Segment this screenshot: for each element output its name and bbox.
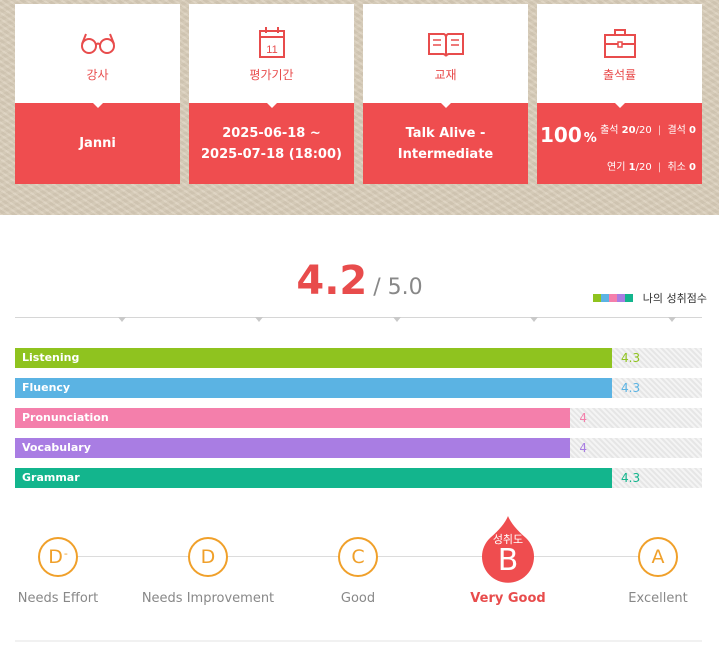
bar-value-label: 4.3: [621, 351, 641, 365]
axis-tick: [117, 317, 126, 322]
bar-label: Listening: [22, 351, 80, 364]
divider: [15, 640, 702, 642]
grade-label: Needs Effort: [17, 591, 99, 606]
bar-grammar: [15, 468, 612, 488]
book-icon: [427, 33, 464, 57]
attendance-percent: 100%: [540, 125, 597, 149]
bar-row: Grammar 4.3: [15, 468, 702, 488]
calendar-icon: 11: [258, 27, 285, 58]
score-value: 4.2: [296, 258, 368, 304]
attend-label: 출석: [600, 125, 619, 136]
postpone-total: /20: [635, 162, 652, 173]
grade-circle: C: [338, 537, 378, 577]
period-start: 2025-06-18 ~: [222, 125, 321, 141]
grade-circle: A: [638, 537, 678, 577]
active-grade-letter: B: [497, 543, 519, 578]
textbook-title: Talk Alive - Intermediate: [397, 125, 494, 162]
legend-label: 나의 성취점수: [642, 292, 707, 305]
grade-label: Needs Improvement: [141, 591, 275, 606]
grade-circle: D: [188, 537, 228, 577]
attend-total: /20: [635, 125, 652, 136]
bar-row: Pronunciation 4: [15, 408, 702, 428]
grade-letter: D: [48, 546, 63, 568]
period-label: 평가기간: [249, 68, 294, 82]
legend-swatch: [600, 294, 609, 302]
legend-swatch: [592, 294, 601, 302]
bar-value-label: 4.3: [621, 471, 641, 485]
legend-swatch: [616, 294, 625, 302]
briefcase-icon: [603, 29, 636, 58]
bar-value-label: 4.3: [621, 381, 641, 395]
grade-circle: D-: [38, 537, 78, 577]
bar-value-label: 4: [579, 411, 587, 425]
axis-tick: [667, 317, 676, 322]
grade-modifier: -: [63, 546, 68, 560]
attend-value: 20: [621, 125, 636, 136]
active-grade-drop: [482, 516, 534, 583]
attendance-card: 출석률 100% 출석 20/20 | 결석 0 연기 1/20 | 취소 0: [537, 4, 702, 184]
info-band: 강사 Janni 11 평가기간 2025-06-18 ~ 2025-07-18…: [0, 0, 719, 215]
attendance-label: 출석률: [602, 68, 637, 82]
total-score: 4.2/ 5.0: [0, 258, 719, 304]
legend-swatches: [592, 294, 633, 302]
legend-swatch: [624, 294, 633, 302]
absent-label: 결석: [667, 125, 686, 136]
axis-tick: [530, 317, 539, 322]
active-grade-caption: 성취도: [492, 533, 524, 546]
axis-tick: [255, 317, 264, 322]
postpone-value: 1: [628, 162, 636, 173]
textbook-card: 교재 Talk Alive - Intermediate: [363, 4, 528, 184]
cancel-value: 0: [689, 162, 696, 173]
bar-row: Fluency 4.3: [15, 378, 702, 398]
bar-vocabulary: [15, 438, 571, 458]
grade-letter: C: [351, 546, 365, 568]
period-end: 2025-07-18 (18:00): [201, 146, 342, 162]
grade-letter: A: [651, 546, 665, 568]
legend-swatch: [608, 294, 617, 302]
attendance-percent-value: 100: [540, 123, 582, 147]
teacher-label: 강사: [86, 68, 109, 82]
calendar-icon-day: 11: [266, 44, 277, 56]
bar-label: Grammar: [22, 471, 80, 484]
bar-row: Listening 4.3: [15, 348, 702, 368]
attendance-percent-unit: %: [583, 131, 597, 146]
attendance-row-2: 연기 1/20 | 취소 0: [607, 162, 696, 173]
bar-label: Pronunciation: [22, 411, 109, 424]
bar-pronunciation: [15, 408, 571, 428]
score-max: / 5.0: [373, 275, 423, 300]
teacher-card: 강사 Janni: [15, 4, 180, 184]
score-axis: [15, 317, 702, 322]
cancel-label: 취소: [667, 162, 686, 173]
textbook-label: 교재: [434, 68, 457, 82]
absent-value: 0: [689, 125, 696, 136]
grade-label: Good: [340, 591, 376, 606]
grade-label: Excellent: [628, 591, 688, 606]
axis-tick: [392, 317, 401, 322]
bar-row: Vocabulary 4: [15, 438, 702, 458]
period-card: 11 평가기간 2025-06-18 ~ 2025-07-18 (18:00): [189, 4, 354, 184]
legend: 나의 성취점수: [592, 290, 707, 306]
attendance-row-1: 출석 20/20 | 결석 0: [600, 125, 696, 136]
grade-label: Very Good: [470, 591, 546, 606]
bar-label: Vocabulary: [22, 441, 91, 454]
bar-label: Fluency: [22, 381, 71, 394]
postpone-label: 연기: [607, 162, 626, 173]
grade-letter: D: [200, 546, 216, 568]
teacher-name: Janni: [79, 136, 116, 151]
bar-listening: [15, 348, 612, 368]
bar-fluency: [15, 378, 612, 398]
glasses-icon: [80, 33, 115, 54]
bar-value-label: 4: [579, 441, 587, 455]
